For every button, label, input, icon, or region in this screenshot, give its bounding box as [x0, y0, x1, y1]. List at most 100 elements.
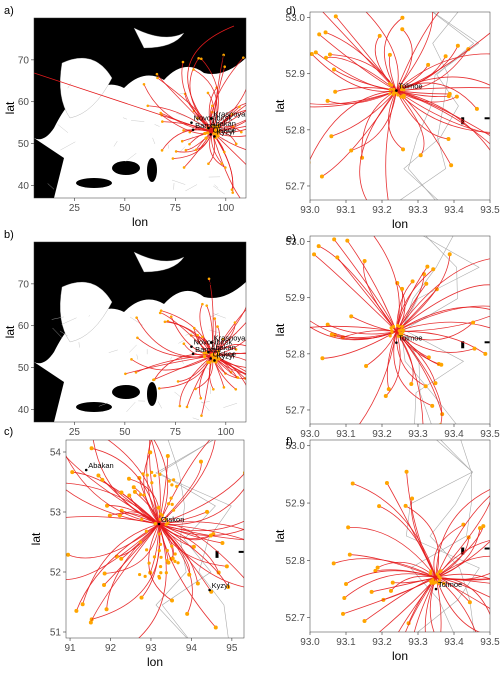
- trajectory-endpoint: [96, 473, 101, 478]
- trajectory-endpoint: [491, 578, 495, 582]
- trajectory-endpoint: [171, 157, 175, 160]
- caspian-sea: [147, 158, 157, 182]
- trajectory-endpoint: [191, 544, 196, 549]
- trajectory-endpoint: [222, 386, 226, 389]
- place-label: Tolmoe: [398, 82, 422, 91]
- trajectory-point: [150, 470, 154, 475]
- country-border: [125, 153, 137, 162]
- trajectory-point: [143, 574, 147, 578]
- trajectory-endpoint: [454, 661, 458, 665]
- trajectory-endpoint: [418, 153, 423, 158]
- country-border: [200, 401, 210, 403]
- trajectory-endpoint: [267, 116, 270, 119]
- trajectory-line: [211, 306, 246, 357]
- trajectory-point: [203, 131, 207, 136]
- trajectory-endpoint: [369, 589, 374, 594]
- trajectory-line: [435, 540, 490, 578]
- place-marker: [208, 588, 211, 592]
- road-line: [400, 12, 459, 200]
- trajectory-line: [359, 331, 397, 424]
- trajectory-endpoint: [349, 314, 354, 319]
- x-axis-label: lon: [147, 655, 163, 669]
- trajectory-point: [390, 83, 394, 87]
- trajectory-point: [215, 129, 219, 133]
- trajectory-endpoint: [194, 148, 198, 152]
- trajectory-endpoint: [205, 509, 210, 514]
- panel-tag: c): [4, 426, 13, 438]
- plot-area: Norilsk KrasnoyarskNovosibirskBarnaulAbak…: [34, 18, 288, 198]
- trajectory-endpoint: [400, 15, 405, 20]
- trajectory-line: [311, 53, 397, 92]
- country-border: [209, 329, 220, 334]
- trajectory-line: [158, 520, 244, 532]
- trajectory-endpoint: [117, 513, 122, 518]
- trajectory-endpoint: [246, 374, 249, 377]
- trajectory-line: [396, 90, 452, 166]
- trajectory-point: [158, 564, 163, 569]
- trajectory-endpoint: [496, 531, 500, 535]
- trajectory-line: [435, 572, 490, 581]
- country-border: [59, 330, 68, 337]
- trajectory-endpoint: [142, 82, 146, 86]
- trajectory-line: [396, 258, 490, 332]
- trajectory-point: [402, 95, 406, 99]
- y-tick-label: 52.8: [286, 125, 306, 136]
- trajectory-endpoint: [192, 68, 195, 71]
- x-tick-label: 91: [64, 643, 76, 654]
- y-tick-label: 40: [18, 181, 30, 192]
- mediterranean-sea: [76, 178, 112, 188]
- x-tick-label: 93: [145, 643, 157, 654]
- trajectory-endpoint: [433, 381, 438, 386]
- panel-tag: d): [286, 5, 296, 17]
- trajectory-endpoint: [285, 115, 288, 118]
- y-tick-label: 52.8: [286, 556, 306, 567]
- plot-frame: [309, 11, 491, 201]
- trajectory-endpoint: [273, 89, 276, 92]
- trajectory-point: [203, 354, 207, 359]
- panel-tag: e): [286, 233, 296, 245]
- trajectory-endpoint: [333, 14, 338, 19]
- trajectory-endpoint: [421, 682, 425, 686]
- trajectory-endpoint: [180, 139, 184, 143]
- trajectory-endpoint: [332, 237, 337, 242]
- trajectory-endpoint: [165, 453, 170, 458]
- trajectory-endpoint: [152, 378, 156, 381]
- trajectory-point: [164, 522, 168, 527]
- trajectory-line: [349, 554, 437, 578]
- trajectory-line: [189, 131, 213, 145]
- trajectory-line: [318, 245, 397, 332]
- trajectory-endpoint: [317, 32, 322, 37]
- trajectory-endpoint: [430, 403, 435, 408]
- trajectory-endpoint: [270, 82, 273, 85]
- trajectory-endpoint: [170, 598, 175, 603]
- trajectory-endpoint: [490, 491, 494, 495]
- trajectory-point: [388, 334, 392, 338]
- trajectory-line: [158, 461, 202, 525]
- country-border: [51, 316, 64, 320]
- trajectory-point: [140, 517, 144, 522]
- trajectory-endpoint: [404, 469, 409, 474]
- trajectory-endpoint: [248, 389, 251, 392]
- place-label: Barnaul: [195, 121, 221, 130]
- panel-d: Tolmoe 93.0 93.1 93.2 93.3 93.4 93.5 52.7 52.8 52…: [273, 5, 500, 231]
- trajectory-endpoint: [182, 342, 186, 345]
- trajectory-endpoint: [341, 611, 346, 616]
- trajectory-point: [173, 552, 177, 556]
- road-line: [407, 12, 480, 200]
- trajectory-line: [378, 505, 437, 578]
- trajectory-endpoint: [346, 525, 351, 530]
- trajectory-point: [428, 572, 432, 576]
- x-tick-label: 93.5: [480, 429, 500, 440]
- trajectory-line: [390, 575, 437, 592]
- trajectory-endpoint: [213, 317, 217, 320]
- trajectory-endpoint: [249, 304, 252, 307]
- panel-tag: f): [286, 436, 293, 448]
- trajectory-endpoint: [188, 142, 191, 146]
- y-axis-label: lat: [29, 532, 43, 545]
- trajectory-endpoint: [248, 63, 251, 66]
- place-marker: [209, 357, 212, 360]
- trajectory-endpoint: [265, 386, 268, 389]
- trajectory-endpoint: [472, 346, 477, 351]
- trajectory-endpoint: [312, 252, 317, 257]
- y-tick-label: 52.7: [286, 405, 306, 416]
